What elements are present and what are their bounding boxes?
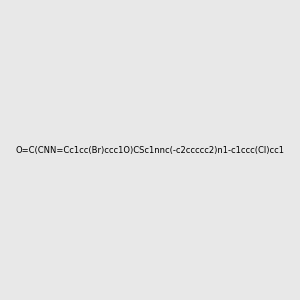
Text: O=C(CNN=Cc1cc(Br)ccc1O)CSc1nnc(-c2ccccc2)n1-c1ccc(Cl)cc1: O=C(CNN=Cc1cc(Br)ccc1O)CSc1nnc(-c2ccccc2… xyxy=(16,146,284,154)
